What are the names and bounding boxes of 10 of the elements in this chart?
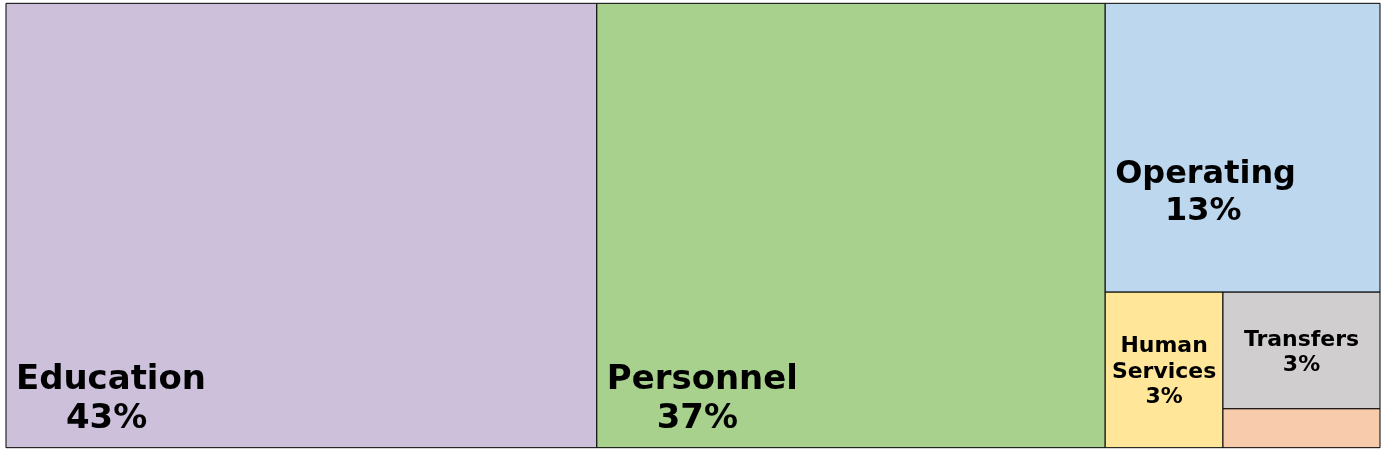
category-label: Operating — [1115, 153, 1296, 192]
category-label: Education — [15, 356, 206, 397]
category-label: Human Services — [1111, 332, 1217, 383]
data-label: 13% — [1165, 189, 1242, 228]
category-label: Personnel — [606, 356, 798, 397]
data-label: 37% — [656, 395, 738, 436]
category-label: Transfers — [1243, 325, 1360, 351]
data-label: 3% — [1282, 350, 1321, 376]
data-label: 43% — [65, 395, 148, 436]
data-label: 3% — [1145, 382, 1183, 408]
